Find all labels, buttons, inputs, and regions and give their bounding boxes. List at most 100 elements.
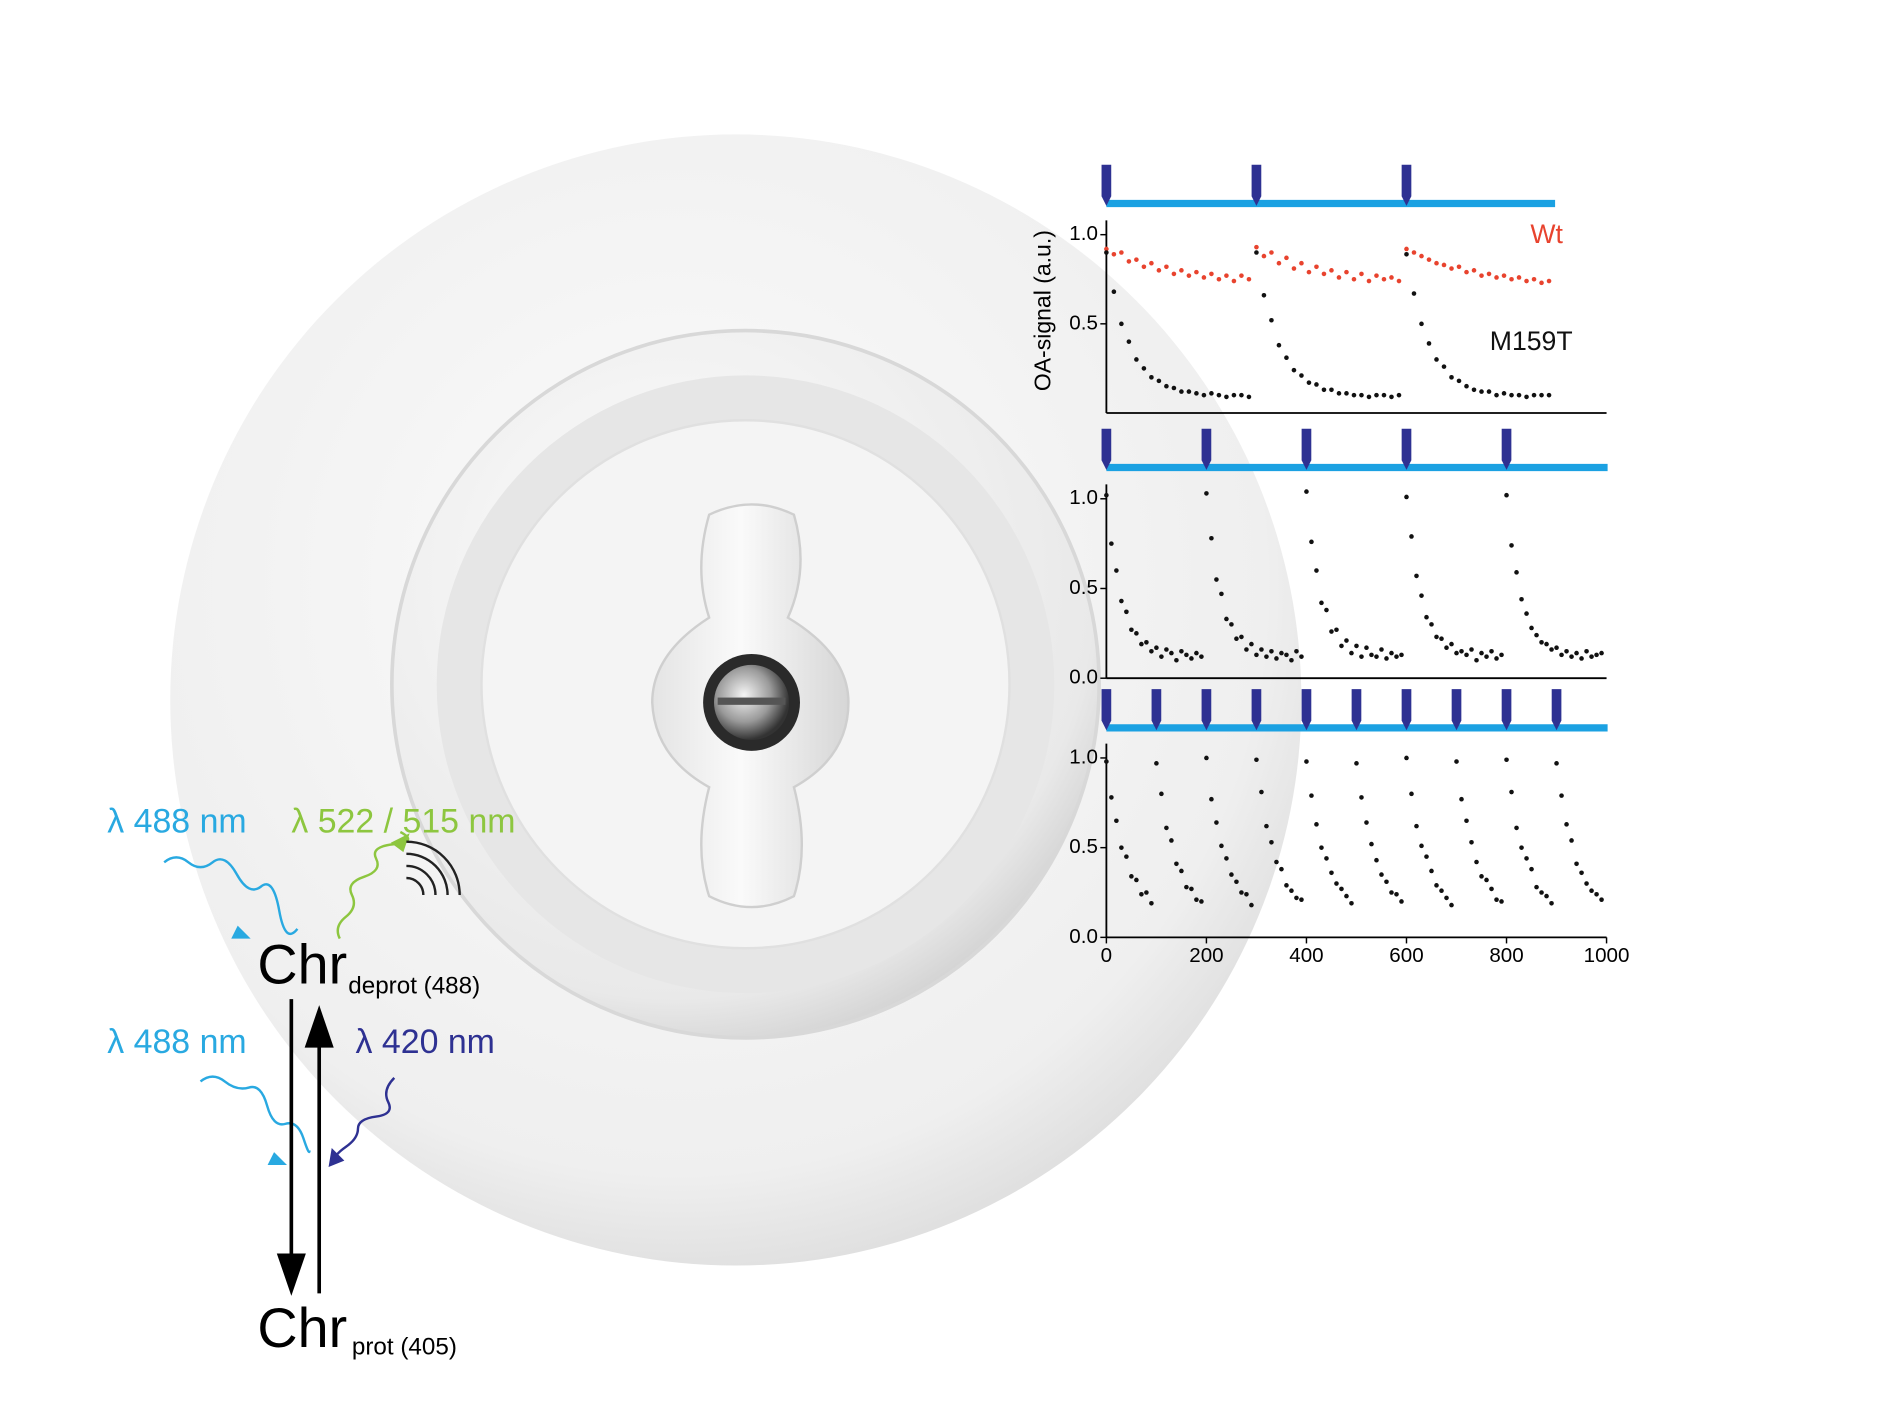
data-point: [1529, 625, 1534, 631]
data-point: [1269, 648, 1274, 654]
pulse-marker: [1451, 689, 1462, 731]
data-point: [1509, 543, 1514, 548]
data-point: [1359, 392, 1364, 398]
x-tick-label: 800: [1489, 944, 1523, 967]
wavelength-label: λ 488 nm: [107, 1023, 246, 1061]
data-point: [1426, 257, 1432, 262]
data-point: [1304, 759, 1309, 764]
data-point: [1204, 755, 1209, 761]
data-point: [1269, 250, 1274, 255]
data-point: [1479, 389, 1484, 394]
data-point: [1299, 897, 1304, 902]
data-point: [1534, 884, 1539, 890]
data-point: [1409, 534, 1414, 539]
data-point: [1134, 257, 1139, 262]
data-point: [1294, 895, 1299, 901]
data-point: [1289, 657, 1294, 663]
data-point: [1291, 367, 1297, 373]
data-point: [1269, 839, 1274, 845]
data-point: [1449, 266, 1454, 271]
data-point: [1364, 645, 1369, 650]
data-point: [1464, 383, 1469, 389]
data-point: [1299, 654, 1304, 659]
state-label: Chr: [257, 1297, 347, 1359]
data-point: [1509, 789, 1514, 795]
data-point: [1449, 902, 1454, 908]
data-point: [1144, 890, 1149, 895]
data-point: [1189, 886, 1194, 892]
data-point: [1454, 759, 1459, 764]
diagram-labels: λ 488 nm λ 522 / 515 nm Chr deprot (488)…: [107, 802, 515, 1360]
pulse-marker: [1501, 689, 1512, 731]
data-point: [1279, 650, 1284, 656]
y-tick-label: 0.0: [1069, 925, 1098, 948]
pulse-marker: [1301, 428, 1312, 470]
data-point: [1589, 888, 1594, 894]
data-point: [1589, 654, 1594, 659]
y-tick-label: 0.5: [1069, 576, 1098, 599]
x-tick-label: 1000: [1584, 944, 1630, 967]
data-point: [1479, 650, 1484, 656]
data-point: [1159, 791, 1164, 797]
data-point: [1199, 899, 1204, 904]
data-point: [1254, 250, 1259, 255]
data-point: [1514, 825, 1519, 831]
data-point: [1384, 656, 1389, 661]
data-point: [1239, 634, 1244, 640]
data-point: [1156, 378, 1162, 384]
arrowhead: [267, 1152, 287, 1166]
data-point: [1519, 596, 1524, 602]
data-point: [1484, 654, 1489, 659]
data-point: [1309, 793, 1314, 798]
data-point: [1429, 868, 1434, 874]
data-point: [1274, 656, 1279, 661]
data-point: [1254, 757, 1259, 763]
data-point: [1464, 269, 1469, 275]
data-point: [1379, 647, 1384, 652]
switch-photo: [170, 134, 1302, 1266]
y-tick-label: 1.0: [1069, 486, 1098, 509]
data-point: [1194, 269, 1199, 275]
series-label: Wt: [1530, 219, 1563, 249]
arrowhead: [231, 925, 251, 939]
data-point: [1284, 652, 1289, 658]
data-point: [1489, 648, 1494, 654]
data-point: [1104, 492, 1109, 498]
pulse-marker: [1151, 689, 1162, 731]
data-point: [1574, 861, 1579, 867]
data-point: [1519, 845, 1524, 850]
data-point: [1249, 641, 1254, 647]
data-point: [1414, 573, 1419, 579]
data-point: [1374, 273, 1379, 278]
data-point: [1179, 648, 1184, 654]
data-point: [1126, 339, 1132, 344]
data-point: [1344, 638, 1349, 643]
data-point: [1419, 321, 1424, 327]
data-point: [1134, 631, 1139, 636]
data-point: [1239, 273, 1244, 278]
data-point: [1209, 535, 1214, 541]
data-point: [1524, 611, 1529, 616]
data-point: [1164, 383, 1169, 389]
arrowhead: [328, 1147, 345, 1167]
data-point: [1219, 843, 1224, 849]
wave: [163, 856, 299, 935]
data-point: [1216, 276, 1222, 282]
data-point: [1174, 861, 1179, 867]
data-point: [1314, 264, 1319, 270]
data-point: [1404, 251, 1409, 257]
pulse-marker: [1351, 689, 1362, 731]
data-point: [1319, 600, 1324, 606]
data-point: [1111, 251, 1117, 257]
data-point: [1261, 253, 1267, 259]
data-point: [1564, 822, 1569, 827]
data-point: [1264, 823, 1269, 829]
data-point: [1289, 888, 1294, 894]
data-point: [1381, 276, 1387, 282]
data-point: [1244, 647, 1249, 652]
x-tick-label: 0: [1101, 944, 1112, 967]
pulse-marker: [1401, 164, 1412, 206]
data-point: [1594, 652, 1599, 658]
data-point: [1339, 643, 1344, 649]
data-point: [1114, 818, 1119, 824]
